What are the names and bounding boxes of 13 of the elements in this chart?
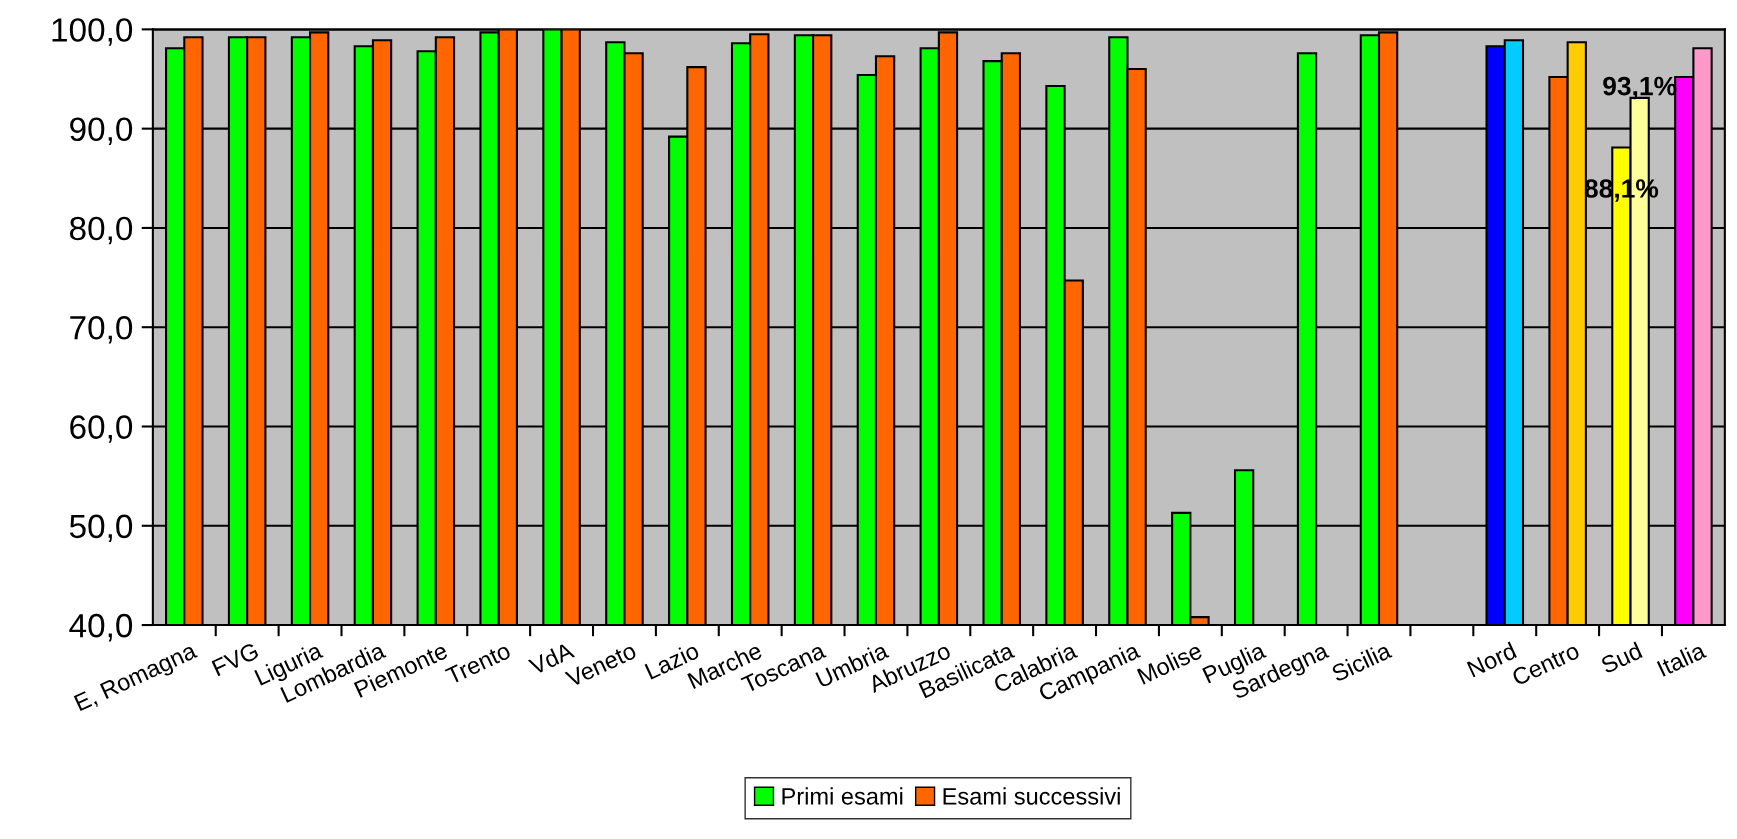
y-tick-label: 90,0: [70, 117, 133, 145]
legend-label: Esami successivi: [943, 787, 1120, 805]
y-tick-label: 60,0: [70, 415, 133, 443]
x-tick-label: Sicilia: [1330, 640, 1393, 683]
y-tick-label: 70,0: [70, 316, 133, 344]
y-tick-label: 100,0: [52, 18, 133, 46]
y-tick-label: 80,0: [69, 216, 133, 245]
y-tick-label: 50,0: [69, 514, 133, 543]
x-tick-label: Italia: [1656, 640, 1708, 677]
x-tick-label: Sud: [1599, 641, 1643, 674]
y-tick-label: 40,0: [69, 613, 133, 642]
x-tick-label: Trento: [444, 642, 512, 685]
legend-label: Primi esami: [782, 787, 903, 805]
